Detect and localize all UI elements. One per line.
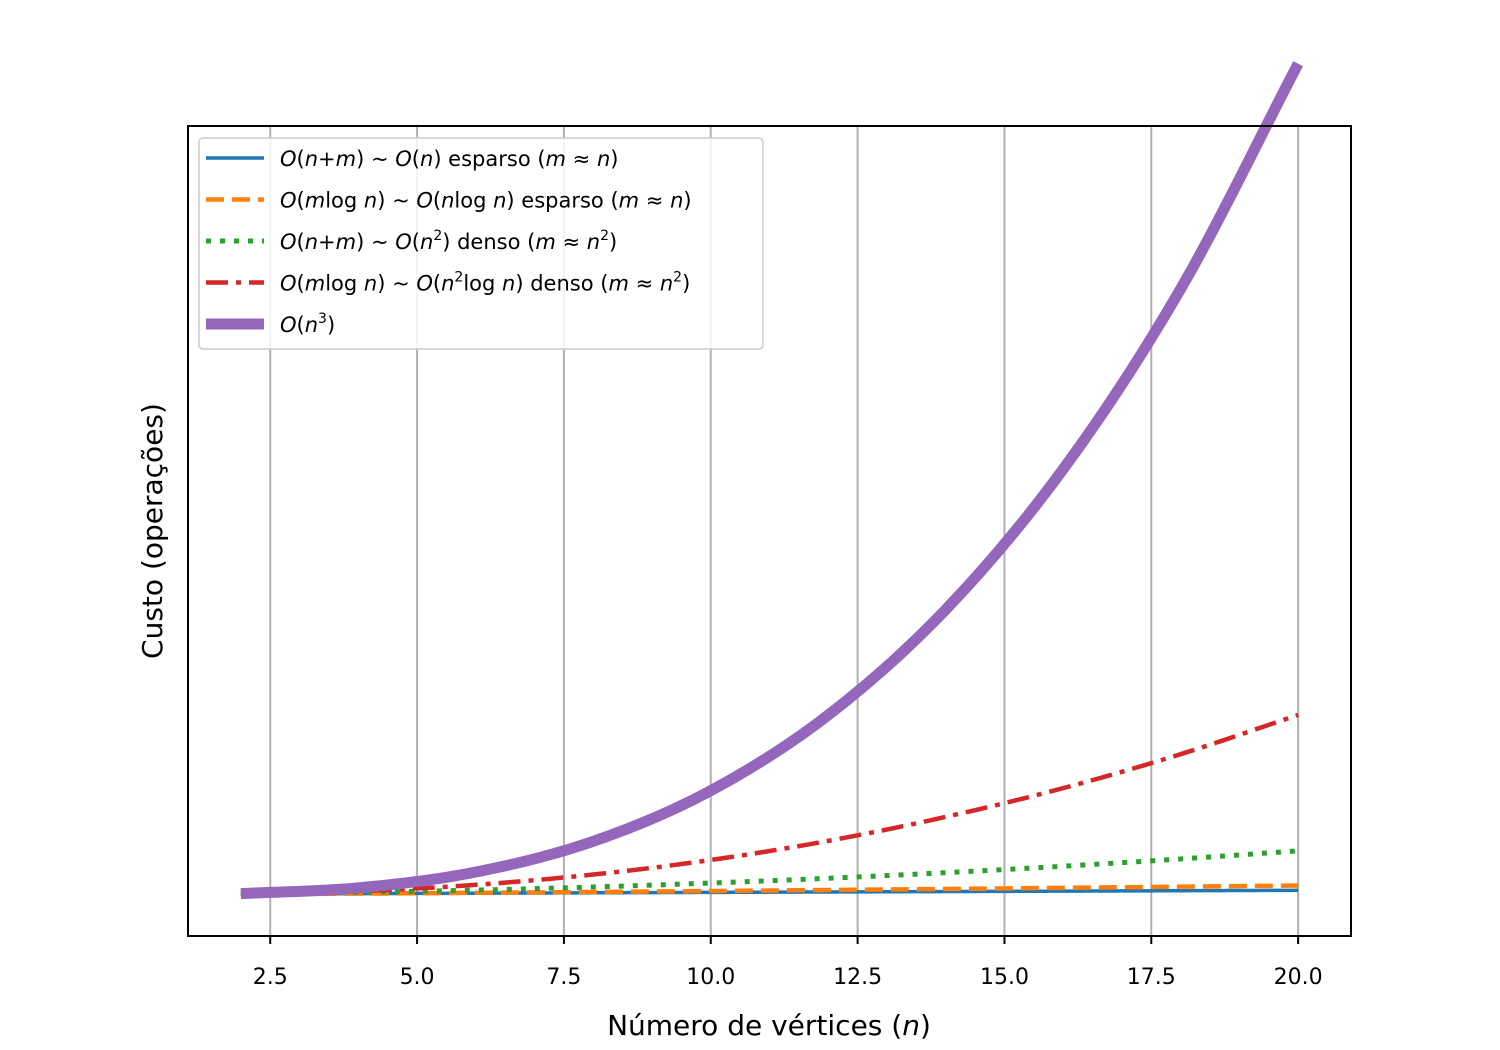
legend: O(n+m) ~ O(n) esparso (m ≈ n) O(mlog n) ~… [198, 137, 764, 350]
series-line-4 [240, 712, 1299, 897]
x-tick-label: 12.5 [833, 965, 882, 990]
series-line-5 [240, 61, 1304, 900]
y-axis-label: Custo (operações) [136, 403, 169, 659]
x-axis-label: Número de vértices (n) [607, 1009, 931, 1042]
plot-series [240, 61, 1304, 900]
x-tick-label: 7.5 [546, 965, 581, 990]
legend-label-2: O(mlog n) ~ O(nlog n) esparso (m ≈ n) [280, 189, 692, 213]
x-tick-label: 15.0 [980, 965, 1029, 990]
legend-label-4: O(mlog n) ~ O(n2log n) denso (m ≈ n2) [280, 270, 690, 296]
x-tick-label: 5.0 [400, 965, 435, 990]
plot-frame [187, 125, 1352, 937]
legend-box [198, 137, 764, 350]
x-tick-label: 20.0 [1274, 965, 1323, 990]
x-tick-label: 17.5 [1127, 965, 1176, 990]
legend-label-3: O(n+m) ~ O(n2) denso (m ≈ n2) [280, 228, 617, 254]
x-tick-label: 2.5 [253, 965, 288, 990]
x-tick-label: 10.0 [686, 965, 735, 990]
series-line-2 [240, 883, 1299, 897]
legend-label-1: O(n+m) ~ O(n) esparso (m ≈ n) [280, 147, 618, 171]
x-axis-ticks: 2.5 5.0 7.5 10.0 12.5 15.0 17.5 20.0 [253, 936, 1323, 990]
legend-label-5: O(n3) [280, 311, 335, 337]
